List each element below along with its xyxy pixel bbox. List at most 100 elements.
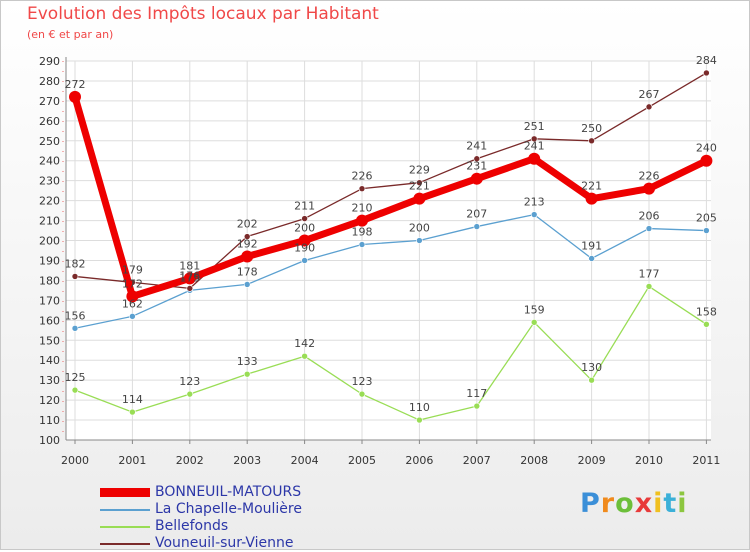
- data-label: 229: [409, 164, 430, 177]
- x-tick-label: 2011: [692, 454, 720, 467]
- data-label: 210: [352, 202, 373, 215]
- data-point: [69, 90, 81, 103]
- series-line: [71, 93, 710, 300]
- legend-label: Vouneuil-sur-Vienne: [155, 535, 294, 551]
- y-tick-label: 210: [39, 215, 60, 228]
- y-tick-label: 250: [39, 135, 60, 148]
- y-tick-label: 190: [39, 254, 60, 267]
- data-point: [71, 324, 79, 332]
- data-point: [358, 185, 366, 192]
- data-label: 226: [352, 170, 373, 183]
- data-label: 114: [122, 393, 143, 406]
- data-label: 190: [294, 241, 315, 254]
- data-label: 206: [639, 210, 660, 223]
- data-point: [703, 69, 710, 77]
- data-label: 211: [294, 200, 315, 213]
- data-label: 272: [65, 78, 86, 91]
- data-label: 177: [639, 267, 660, 280]
- data-label: 251: [524, 120, 545, 133]
- data-point: [243, 233, 251, 240]
- data-point: [301, 215, 308, 222]
- logo-letter: i: [653, 488, 664, 519]
- data-point: [358, 390, 366, 398]
- legend-label: Bellefonds: [155, 518, 229, 534]
- data-label: 110: [409, 401, 430, 414]
- x-tick-label: 2010: [635, 454, 663, 467]
- data-point: [183, 272, 196, 285]
- data-label: 182: [65, 257, 86, 270]
- data-point: [301, 257, 308, 264]
- data-label: 175: [179, 271, 200, 284]
- legend-swatch: [100, 488, 150, 497]
- data-label: 158: [696, 305, 717, 318]
- series-line: [74, 285, 708, 421]
- legend-swatch: [100, 526, 150, 528]
- data-point: [703, 321, 710, 328]
- x-tick-label: 2003: [233, 454, 261, 467]
- data-point: [243, 370, 251, 378]
- y-tick-label: 140: [39, 354, 60, 367]
- data-label: 202: [237, 218, 258, 231]
- data-point: [416, 179, 423, 186]
- legend-swatch: [100, 543, 150, 545]
- chart-subtitle: (en € et par an): [27, 28, 114, 41]
- x-tick-label: 2008: [520, 454, 548, 467]
- data-point: [473, 402, 481, 410]
- x-tick-label: 2009: [578, 454, 606, 467]
- x-tick-label: 2000: [61, 454, 89, 467]
- data-label: 200: [294, 222, 315, 235]
- data-label: 142: [294, 337, 315, 350]
- y-tick-label: 230: [39, 175, 60, 188]
- data-point: [530, 135, 538, 143]
- y-tick-label: 270: [39, 95, 60, 108]
- y-tick-label: 180: [39, 274, 60, 287]
- data-label: 205: [696, 212, 717, 225]
- data-point: [358, 241, 366, 248]
- y-tick-label: 110: [39, 414, 60, 427]
- data-point: [301, 352, 308, 360]
- chart-title: Evolution des Impôts locaux par Habitant: [27, 4, 379, 24]
- y-tick-label: 290: [39, 55, 60, 68]
- data-label: 231: [466, 160, 487, 173]
- data-point: [645, 283, 653, 290]
- plot-area: [66, 61, 711, 440]
- data-point: [645, 225, 653, 232]
- data-point: [700, 154, 713, 167]
- data-point: [298, 234, 311, 247]
- data-label: 125: [65, 371, 86, 384]
- series-line: [74, 72, 708, 290]
- legend-label: La Chapelle-Moulière: [155, 501, 302, 517]
- data-label: 284: [696, 54, 717, 67]
- data-label: 198: [352, 226, 373, 239]
- data-label: 267: [639, 88, 660, 101]
- data-point: [129, 313, 136, 320]
- logo-letter: r: [600, 488, 616, 519]
- proxiti-logo: Proxiti: [580, 488, 688, 519]
- data-point: [530, 319, 538, 326]
- data-label: 221: [581, 180, 602, 193]
- data-label: 172: [122, 277, 143, 290]
- data-label: 123: [352, 375, 373, 388]
- data-label: 221: [409, 180, 430, 193]
- data-point: [416, 416, 423, 424]
- y-tick-label: 120: [39, 394, 60, 407]
- data-label: 241: [466, 140, 487, 153]
- data-label: 191: [581, 239, 602, 252]
- logo-letter: x: [634, 488, 654, 519]
- y-tick-label: 280: [39, 75, 60, 88]
- data-point: [356, 214, 368, 227]
- y-tick-label: 150: [39, 334, 60, 347]
- data-label: 207: [466, 208, 487, 221]
- data-point: [186, 390, 194, 398]
- data-label: 250: [581, 122, 602, 135]
- x-tick-label: 2006: [405, 454, 433, 467]
- data-point: [585, 192, 598, 205]
- data-point: [241, 250, 254, 263]
- data-point: [473, 223, 481, 230]
- logo-letter: t: [663, 488, 678, 519]
- legend-label: BONNEUIL-MATOURS: [155, 484, 302, 500]
- data-point: [588, 137, 595, 145]
- data-label: 176: [179, 269, 200, 282]
- data-point: [645, 103, 653, 111]
- data-label: 117: [466, 387, 487, 400]
